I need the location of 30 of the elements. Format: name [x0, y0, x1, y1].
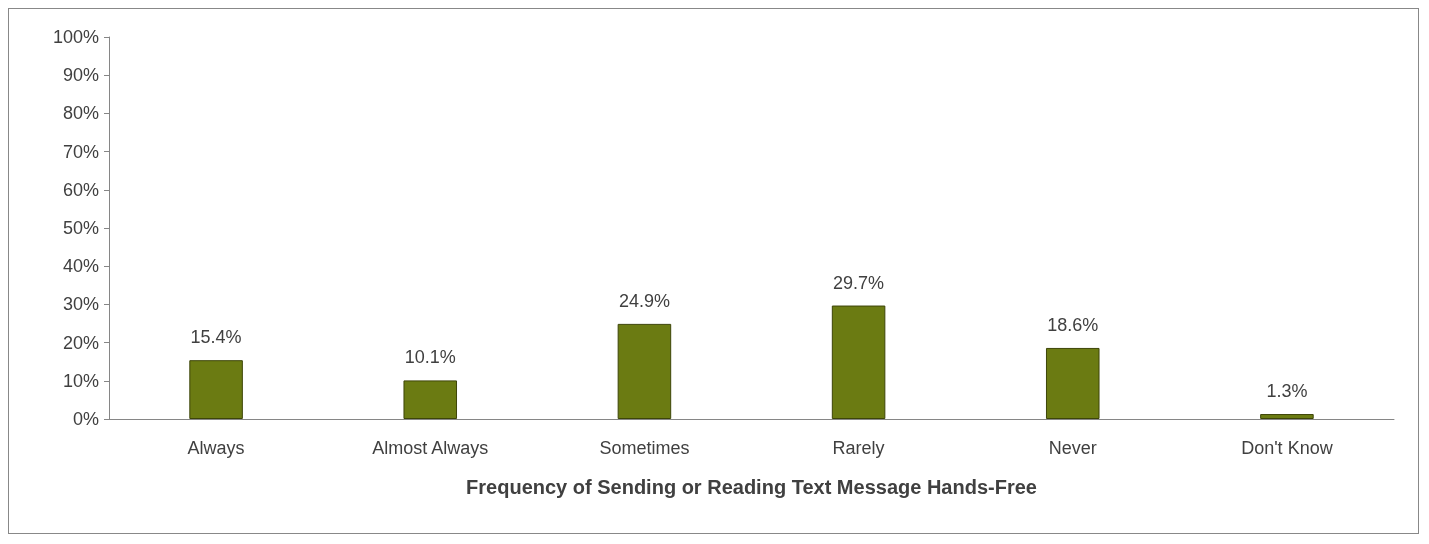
bar — [1045, 347, 1100, 419]
x-tick-label: Never — [1048, 438, 1097, 458]
y-tick-label: 80% — [62, 103, 99, 124]
bar — [189, 360, 243, 419]
y-tick-label: 20% — [62, 332, 99, 353]
x-tick-label: Almost Always — [372, 438, 489, 458]
x-axis-title: Frequency of Sending or Reading Text Message Hands-Free — [466, 476, 1037, 498]
data-label: 15.4% — [190, 327, 242, 348]
y-tick-label: 50% — [62, 218, 99, 238]
y-tick-label: 70% — [62, 141, 99, 162]
y-tick-label: 90% — [62, 65, 99, 86]
y-tick-label: 10% — [62, 370, 99, 391]
y-tick-label: 40% — [62, 256, 99, 277]
bar — [403, 380, 458, 419]
x-tick-label: Don't Know — [1241, 438, 1334, 458]
data-label: 18.6% — [1047, 314, 1099, 335]
data-label: 24.9% — [618, 290, 670, 311]
bar — [1260, 414, 1314, 419]
bar — [831, 305, 886, 419]
y-tick-label: 60% — [62, 179, 99, 200]
y-tick-label: 100% — [52, 27, 99, 47]
x-tick-label: Always — [187, 438, 245, 458]
y-tick-label: 30% — [62, 294, 99, 315]
data-label: 1.3% — [1266, 381, 1308, 402]
bar — [617, 323, 672, 419]
x-tick-label: Rarely — [832, 438, 885, 458]
data-label: 29.7% — [833, 272, 885, 293]
y-tick-label: 0% — [72, 409, 99, 429]
data-label: 10.1% — [404, 347, 456, 368]
x-tick-label: Sometimes — [599, 438, 690, 458]
